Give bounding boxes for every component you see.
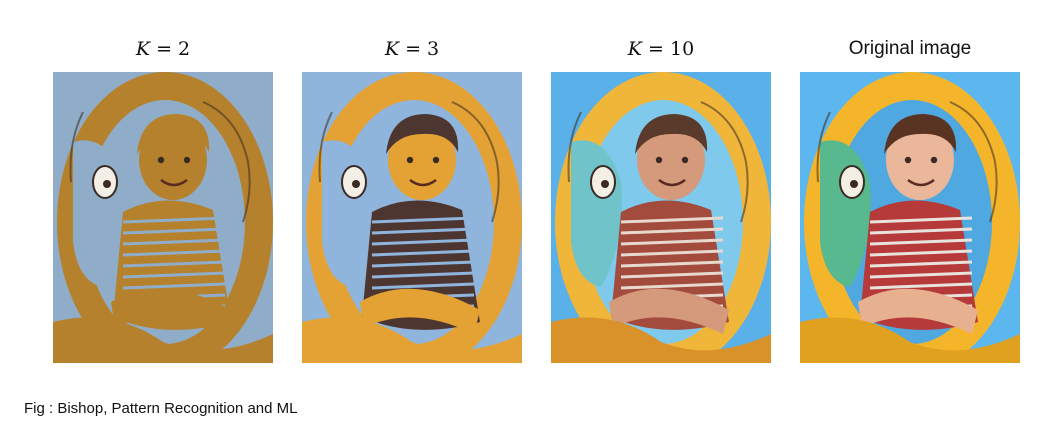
shirt-stripe [620, 282, 724, 290]
mouth [160, 178, 188, 187]
mouth [907, 178, 935, 187]
shirt-stripe [620, 249, 724, 257]
shirt-stripe [122, 216, 226, 224]
arms [360, 288, 480, 334]
shirt-stripe [122, 227, 226, 235]
shirt-stripe [869, 260, 973, 268]
hair [137, 114, 210, 154]
eye-right [432, 156, 440, 164]
tube-bottom [302, 317, 522, 363]
face [388, 120, 456, 200]
panel-image-k2 [53, 72, 273, 363]
mascot-pupil [601, 180, 609, 188]
hair [635, 114, 708, 154]
tube-seam [451, 101, 500, 223]
eye-left [157, 156, 165, 164]
arms [609, 288, 729, 334]
tube-seam [318, 111, 333, 183]
shirt-stripe [869, 216, 973, 224]
tube-seam [202, 101, 251, 223]
mascot-pupil [103, 180, 111, 188]
panel-image-k10 [551, 72, 771, 363]
eye-left [406, 156, 414, 164]
tube-seam [816, 111, 831, 183]
k-value: = 10 [648, 38, 695, 60]
eye-right [183, 156, 191, 164]
shirt-stripe [620, 227, 724, 235]
shirt-stripe [371, 238, 475, 246]
face [886, 120, 954, 200]
hair [884, 114, 957, 154]
arms [111, 288, 231, 334]
mascot-pupil [850, 180, 858, 188]
shirt-stripe [371, 260, 475, 268]
k-symbol: K [384, 38, 400, 60]
tube-bottom [800, 317, 1020, 363]
k-symbol: K [627, 38, 642, 60]
tube-bottom [53, 317, 273, 363]
hair [386, 114, 459, 154]
mouth [409, 178, 437, 187]
shirt-stripe [122, 271, 226, 279]
panel-image-k3 [302, 72, 522, 363]
shirt-stripe [122, 260, 226, 268]
shirt-stripe [371, 216, 475, 224]
figure-caption: Fig : Bishop, Pattern Recognition and ML [24, 400, 298, 417]
shirt-stripe [620, 238, 724, 246]
k-symbol: K [135, 38, 151, 60]
panel-title-original: Original image [848, 38, 972, 59]
face [637, 120, 705, 200]
k-value: = 2 [156, 38, 191, 60]
tube-seam [700, 101, 749, 223]
shirt-stripe [371, 271, 475, 279]
panel-title-k2: K = 2 [53, 36, 273, 62]
mouth [658, 178, 686, 187]
tube-bottom [551, 317, 771, 363]
shirt-stripe [371, 227, 475, 235]
eye-right [930, 156, 938, 164]
panel-title-k10: K = 10 [551, 36, 771, 62]
shirt-stripe [122, 238, 226, 246]
shirt-stripe [122, 282, 226, 290]
eye-left [904, 156, 912, 164]
face [139, 120, 207, 200]
shirt-stripe [620, 260, 724, 268]
panel-title-k3: K = 3 [302, 36, 522, 62]
tube-seam [949, 101, 998, 223]
eye-left [655, 156, 663, 164]
tube-seam [69, 111, 84, 183]
eye-right [681, 156, 689, 164]
shirt-stripe [869, 271, 973, 279]
mascot-pupil [352, 180, 360, 188]
shirt-stripe [869, 249, 973, 257]
k-value: = 3 [405, 38, 440, 60]
shirt-stripe [869, 238, 973, 246]
shirt-stripe [869, 227, 973, 235]
shirt-stripe [122, 249, 226, 257]
shirt-stripe [371, 249, 475, 257]
shirt-stripe [869, 282, 973, 290]
shirt-stripe [620, 216, 724, 224]
shirt-stripe [371, 282, 475, 290]
tube-seam [567, 111, 582, 183]
panel-image-original [800, 72, 1020, 363]
arms [858, 288, 978, 334]
shirt-stripe [620, 271, 724, 279]
